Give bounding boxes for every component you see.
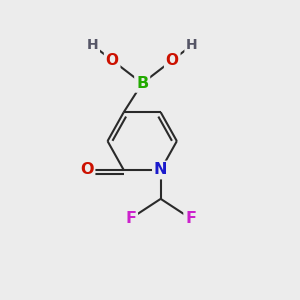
- Text: H: H: [87, 38, 98, 52]
- Text: F: F: [185, 211, 196, 226]
- Text: O: O: [166, 53, 179, 68]
- Text: H: H: [186, 38, 198, 52]
- Text: O: O: [106, 53, 119, 68]
- Text: O: O: [80, 163, 94, 178]
- Text: F: F: [125, 211, 136, 226]
- Text: N: N: [154, 163, 167, 178]
- Text: B: B: [136, 76, 148, 91]
